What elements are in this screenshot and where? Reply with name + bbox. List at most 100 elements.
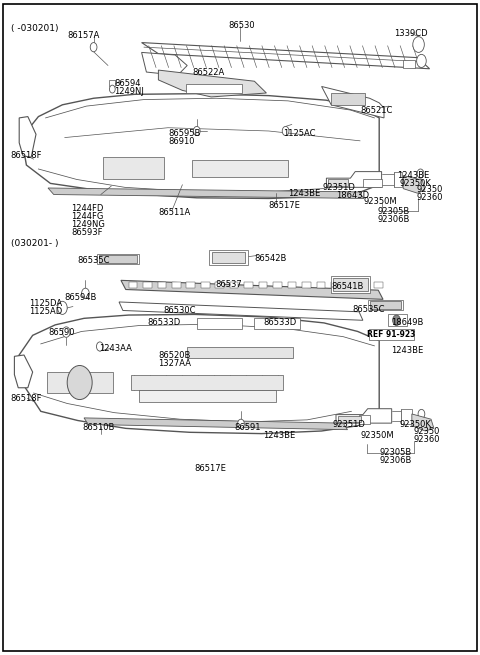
Text: 1249NG: 1249NG: [71, 220, 105, 229]
Polygon shape: [84, 418, 348, 430]
Text: ( -030201): ( -030201): [11, 24, 58, 33]
Polygon shape: [336, 409, 392, 423]
Text: 86590: 86590: [48, 328, 74, 337]
Polygon shape: [157, 282, 166, 288]
Circle shape: [417, 54, 426, 67]
Polygon shape: [14, 355, 33, 388]
Polygon shape: [187, 347, 293, 358]
Polygon shape: [374, 282, 383, 288]
Text: 86595B: 86595B: [168, 129, 200, 138]
Text: 92305B: 92305B: [379, 448, 411, 457]
Polygon shape: [412, 414, 434, 431]
Text: 92350: 92350: [417, 185, 443, 195]
Circle shape: [96, 342, 103, 351]
Circle shape: [67, 365, 92, 400]
Text: 86157A: 86157A: [67, 31, 99, 40]
Circle shape: [413, 37, 424, 52]
Text: 86591: 86591: [234, 423, 261, 432]
Text: 86518F: 86518F: [11, 394, 42, 403]
Polygon shape: [317, 282, 325, 288]
Text: 92305B: 92305B: [377, 207, 409, 216]
Polygon shape: [186, 84, 242, 93]
Text: 18643D: 18643D: [336, 191, 369, 200]
Text: 86511A: 86511A: [158, 208, 191, 217]
Polygon shape: [259, 282, 267, 288]
Text: 92350M: 92350M: [364, 196, 397, 206]
Text: 86593F: 86593F: [71, 228, 103, 237]
Text: 86542B: 86542B: [254, 253, 287, 263]
Polygon shape: [333, 278, 368, 291]
Polygon shape: [18, 314, 379, 434]
Polygon shape: [109, 80, 115, 86]
Polygon shape: [388, 314, 407, 326]
Text: 92350K: 92350K: [399, 420, 431, 429]
Text: 92360: 92360: [414, 435, 440, 444]
Text: 1125DA: 1125DA: [29, 299, 62, 308]
Polygon shape: [47, 372, 113, 393]
Text: 1244FG: 1244FG: [71, 212, 103, 221]
Polygon shape: [403, 60, 415, 68]
Circle shape: [417, 169, 424, 178]
Polygon shape: [363, 179, 382, 187]
Polygon shape: [370, 301, 401, 309]
Polygon shape: [201, 282, 210, 288]
Circle shape: [418, 409, 425, 419]
Text: (030201- ): (030201- ): [11, 239, 58, 248]
Polygon shape: [119, 302, 363, 320]
Polygon shape: [209, 250, 248, 265]
Text: 86517E: 86517E: [269, 201, 300, 210]
Text: 92306B: 92306B: [377, 215, 409, 224]
Text: 1339CD: 1339CD: [394, 29, 427, 38]
Polygon shape: [244, 282, 253, 288]
Polygon shape: [273, 282, 282, 288]
Text: 86535C: 86535C: [78, 256, 110, 265]
Polygon shape: [19, 117, 36, 157]
Text: 86530C: 86530C: [163, 306, 196, 315]
Circle shape: [62, 327, 70, 337]
Text: 1243AA: 1243AA: [99, 344, 132, 353]
Polygon shape: [172, 282, 180, 288]
Text: 86535C: 86535C: [352, 305, 385, 314]
Text: 86533D: 86533D: [148, 318, 181, 328]
Polygon shape: [197, 318, 242, 329]
Polygon shape: [142, 52, 187, 75]
Polygon shape: [401, 409, 412, 424]
Polygon shape: [186, 282, 195, 288]
Circle shape: [90, 43, 97, 52]
Polygon shape: [212, 252, 245, 263]
Text: 92350: 92350: [414, 427, 440, 436]
Circle shape: [238, 419, 244, 428]
Text: 1243BE: 1243BE: [397, 171, 430, 180]
Text: 18649B: 18649B: [391, 318, 423, 328]
Polygon shape: [22, 94, 379, 198]
Text: 86518F: 86518F: [11, 151, 42, 160]
Polygon shape: [322, 86, 384, 118]
Text: 86541B: 86541B: [331, 282, 363, 291]
Circle shape: [58, 301, 67, 314]
Text: 86530: 86530: [228, 21, 255, 30]
Text: 1327AA: 1327AA: [158, 359, 192, 368]
Circle shape: [193, 126, 200, 136]
Text: 92351D: 92351D: [332, 420, 365, 429]
Text: 86510B: 86510B: [83, 423, 115, 432]
Polygon shape: [403, 176, 425, 193]
Polygon shape: [192, 160, 288, 177]
Polygon shape: [216, 282, 224, 288]
Polygon shape: [331, 93, 365, 105]
Polygon shape: [99, 255, 137, 263]
Text: 92350K: 92350K: [399, 179, 431, 188]
Circle shape: [393, 315, 400, 326]
Text: 1243BE: 1243BE: [288, 189, 320, 198]
Polygon shape: [302, 282, 311, 288]
Circle shape: [82, 288, 89, 299]
Text: REF 91-923: REF 91-923: [367, 330, 415, 339]
Text: 86594: 86594: [114, 79, 141, 88]
Text: 86517E: 86517E: [194, 464, 226, 474]
Polygon shape: [331, 282, 340, 288]
Polygon shape: [103, 157, 164, 179]
Polygon shape: [230, 282, 239, 288]
Text: 92360: 92360: [417, 193, 443, 202]
Text: 92350M: 92350M: [361, 431, 395, 440]
Text: 86522A: 86522A: [192, 68, 224, 77]
Polygon shape: [359, 415, 370, 424]
